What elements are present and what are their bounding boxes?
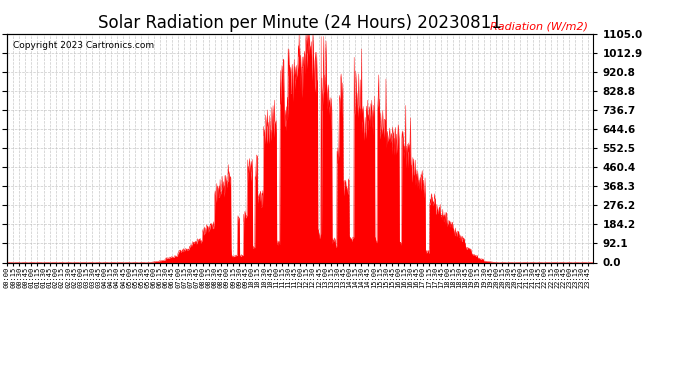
Text: Copyright 2023 Cartronics.com: Copyright 2023 Cartronics.com [13,40,154,50]
Title: Solar Radiation per Minute (24 Hours) 20230811: Solar Radiation per Minute (24 Hours) 20… [98,14,502,32]
Text: Radiation (W/m2): Radiation (W/m2) [489,21,587,32]
